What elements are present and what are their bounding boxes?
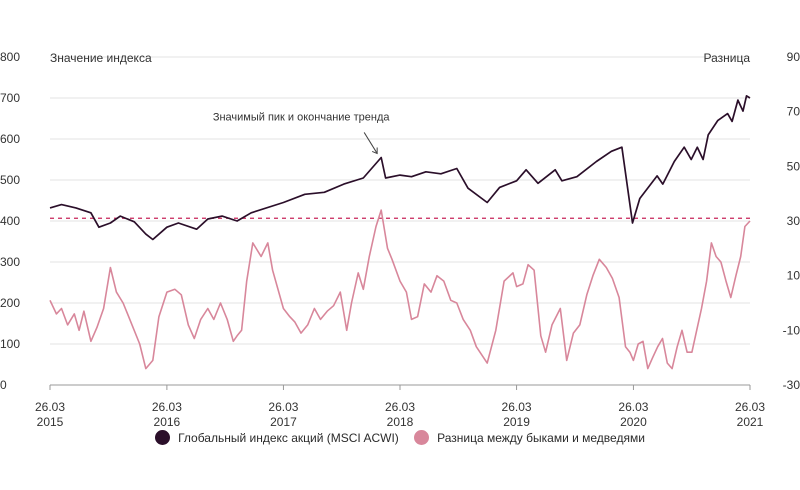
- annotation-arrow: [363, 132, 378, 154]
- series-line-msci-acwi: [49, 95, 751, 241]
- annotation: Значимый пик и окончание тренда: [213, 111, 391, 155]
- x-tick-label-day: 26.03: [618, 400, 648, 414]
- left-tick-label: 700: [0, 91, 20, 105]
- series-line-bull-bear-spread: [49, 209, 751, 370]
- right-tick-label: -10: [783, 323, 800, 337]
- left-tick-label: 300: [0, 255, 20, 269]
- grid-lines: [50, 56, 750, 345]
- left-tick-label: 500: [0, 173, 20, 187]
- x-tick-label-day: 26.03: [735, 400, 765, 414]
- left-tick-label: 800: [0, 50, 20, 64]
- right-tick-label: 50: [787, 159, 800, 173]
- annotation-arrowhead: [371, 147, 378, 155]
- legend: Глобальный индекс акций (MSCI ACWI) Разн…: [0, 430, 800, 448]
- right-axis-title: Разница: [703, 51, 750, 65]
- left-tick-label: 100: [0, 337, 20, 351]
- left-tick-label: 400: [0, 214, 20, 228]
- x-tick-label-year: 2021: [737, 415, 764, 429]
- right-tick-label: -30: [783, 378, 800, 392]
- annotation-label: Значимый пик и окончание тренда: [213, 111, 391, 123]
- x-tick-label-year: 2016: [154, 415, 181, 429]
- right-tick-label: 70: [787, 105, 800, 119]
- x-tick-label-year: 2018: [387, 415, 414, 429]
- legend-label-msci-acwi: Глобальный индекс акций (MSCI ACWI): [178, 430, 399, 445]
- legend-item-msci-acwi: Глобальный индекс акций (MSCI ACWI): [155, 430, 399, 445]
- right-tick-label: 10: [787, 269, 800, 283]
- x-tick-label-day: 26.03: [502, 400, 532, 414]
- legend-swatch-bull-bear-spread: [414, 430, 430, 445]
- x-tick-label-year: 2019: [503, 415, 530, 429]
- right-axis-ticks: -30 -10 10 30 50 70 90: [783, 50, 800, 392]
- legend-item-bull-bear-spread: Разница между быками и медведями: [414, 430, 645, 445]
- left-tick-label: 0: [0, 378, 7, 392]
- legend-label-bull-bear-spread: Разница между быками и медведями: [437, 430, 645, 445]
- legend-swatch-msci-acwi: [155, 430, 171, 445]
- x-tick-label-day: 26.03: [152, 400, 182, 414]
- left-tick-label: 200: [0, 296, 20, 310]
- x-tick-label-day: 26.03: [385, 400, 415, 414]
- x-axis-ticks: 26.03201526.03201626.03201726.03201826.0…: [35, 385, 765, 429]
- x-tick-label-day: 26.03: [268, 400, 298, 414]
- x-tick-label-year: 2020: [620, 415, 647, 429]
- left-axis-ticks: 0 100 200 300 400 500 600 700 800: [0, 50, 20, 392]
- left-axis-title: Значение индекса: [50, 51, 152, 65]
- x-tick-label-year: 2017: [270, 415, 297, 429]
- left-tick-label: 600: [0, 132, 20, 146]
- x-tick-label-year: 2015: [37, 415, 64, 429]
- right-tick-label: 30: [787, 214, 800, 228]
- right-tick-label: 90: [787, 50, 800, 64]
- x-tick-label-day: 26.03: [35, 400, 65, 414]
